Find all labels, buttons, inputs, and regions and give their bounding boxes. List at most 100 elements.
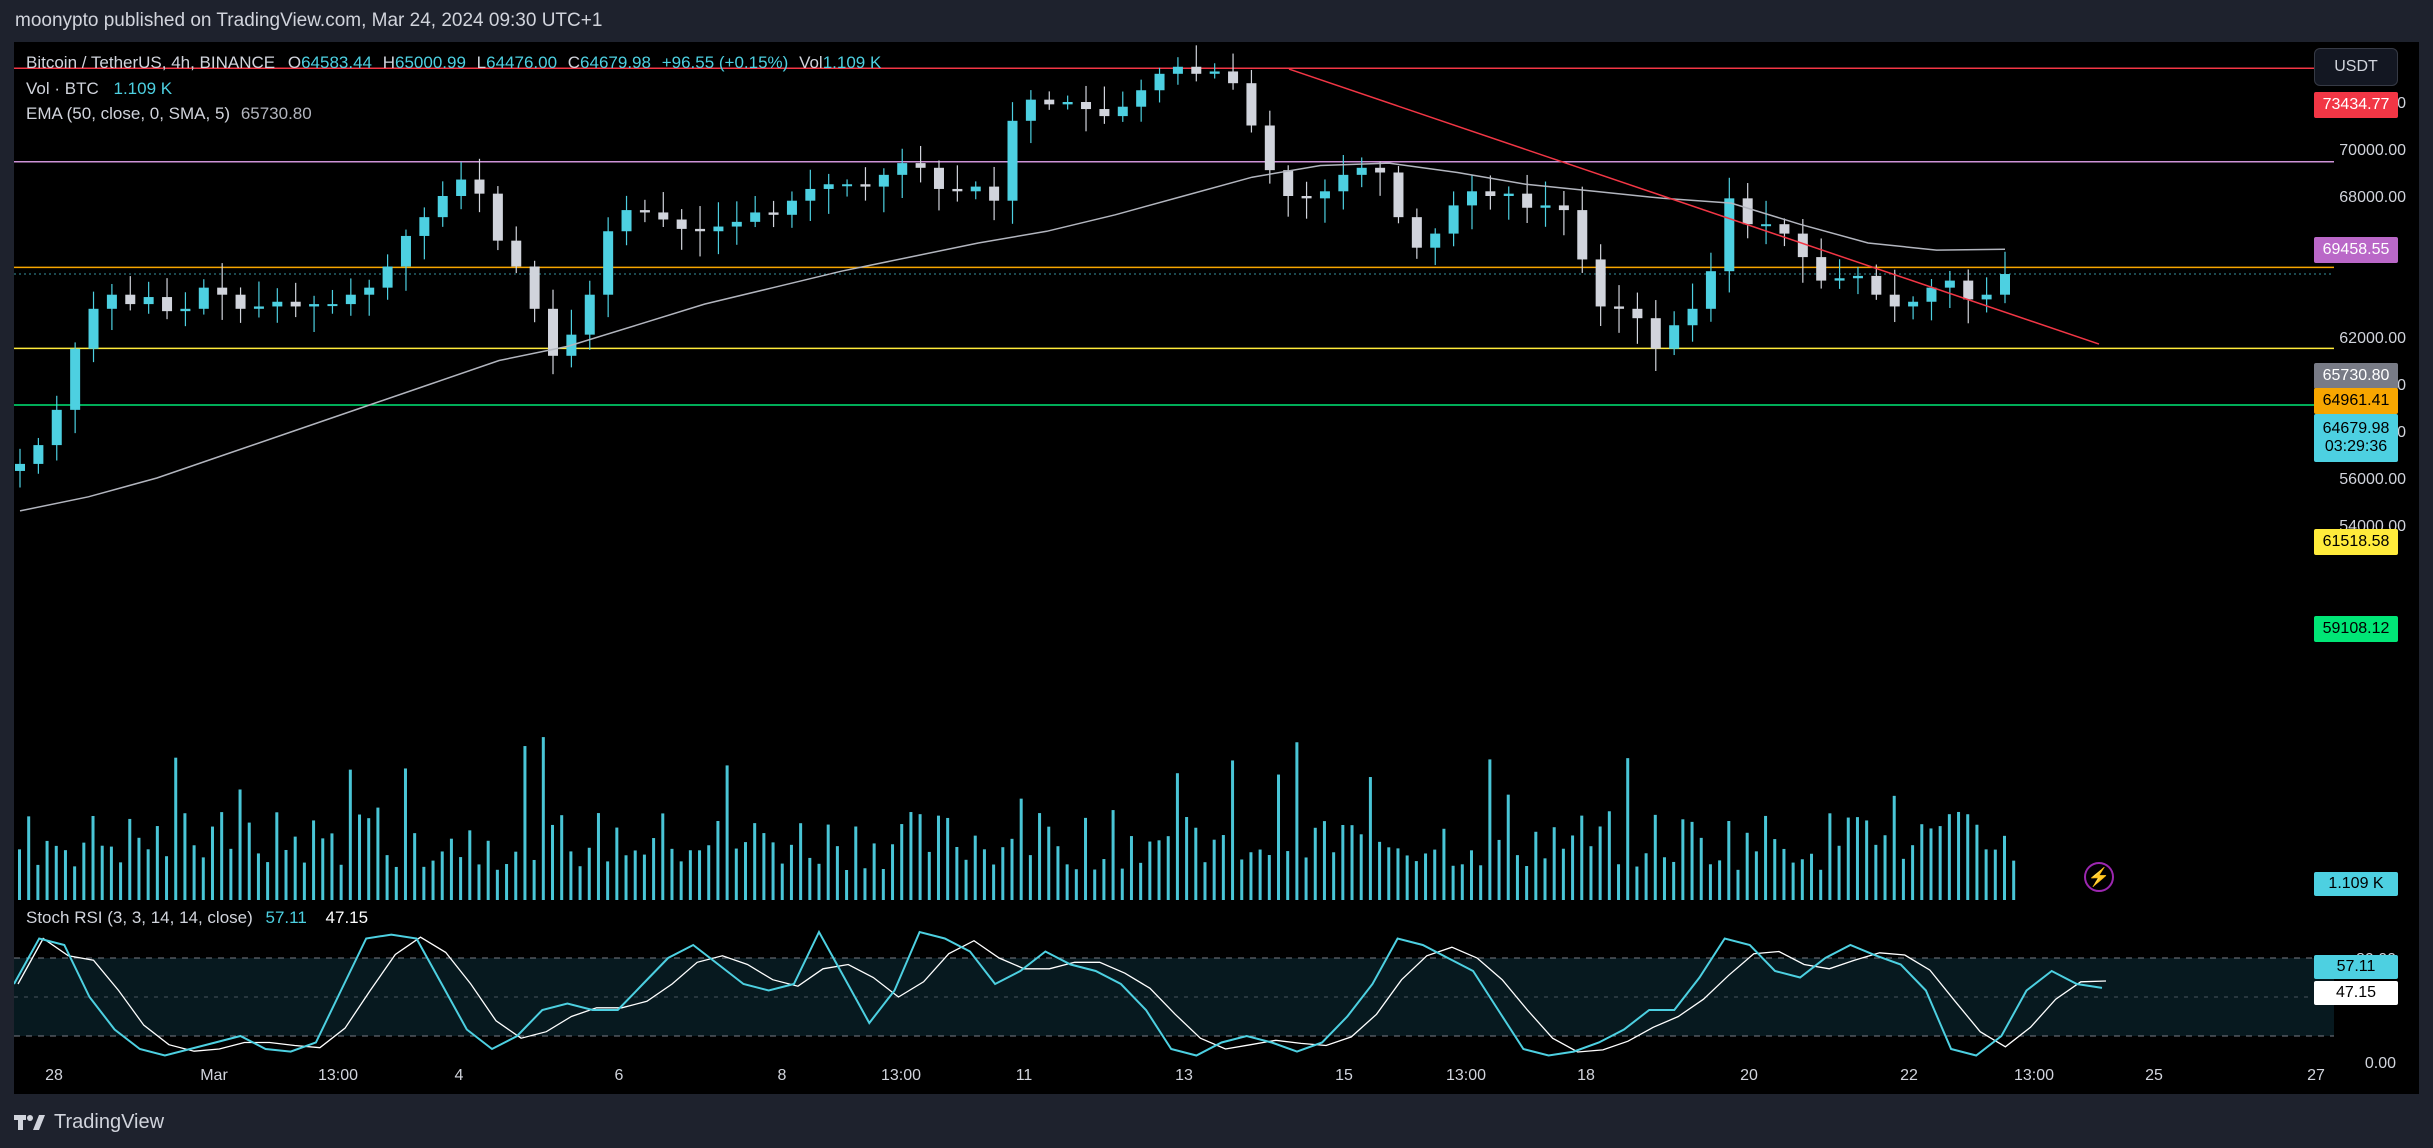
volume-bar: [606, 861, 610, 900]
volume-bar: [1488, 759, 1492, 900]
volume-bar: [128, 818, 132, 900]
volume-bar: [1800, 859, 1804, 900]
volume-bar: [1460, 864, 1464, 900]
volume-bar: [155, 826, 159, 900]
volume-bar: [1607, 811, 1611, 900]
volume-bar: [468, 830, 472, 900]
volume-bar: [495, 869, 499, 900]
volume-bar: [1350, 825, 1354, 900]
chart-canvas[interactable]: 72000.0070000.0068000.0062000.0060000.00…: [14, 42, 2419, 1094]
volume-bar: [183, 813, 187, 900]
candle-body: [400, 235, 411, 267]
volume-bar: [698, 850, 702, 900]
volume-bar: [1313, 827, 1317, 900]
candle-body: [1191, 66, 1202, 74]
volume-bar: [1644, 853, 1648, 900]
candle-body: [125, 294, 136, 305]
footer: TradingView: [14, 1105, 164, 1139]
lightning-bolt-icon[interactable]: ⚡: [2084, 862, 2114, 892]
time-tick-label: 15: [1335, 1067, 1353, 1084]
volume-bar: [385, 855, 389, 900]
volume-bar: [174, 757, 178, 900]
candle-body: [1540, 205, 1551, 208]
volume-bar: [1497, 839, 1501, 900]
time-tick-label: 4: [455, 1067, 464, 1084]
volume-bar: [1561, 848, 1565, 900]
volume-bar: [1387, 847, 1391, 900]
time-tick-label: 18: [1577, 1067, 1595, 1084]
volume-bar: [1975, 824, 1979, 900]
volume-bar: [1764, 815, 1768, 900]
volume-bar: [1175, 773, 1179, 900]
candle-body: [1430, 233, 1441, 248]
volume-bar: [1322, 821, 1326, 900]
volume-bar: [560, 815, 564, 900]
volume-bar: [45, 840, 49, 900]
volume-bar: [146, 849, 150, 900]
candle-body: [1632, 308, 1643, 319]
footer-brand[interactable]: TradingView: [54, 1110, 165, 1133]
candle-body: [713, 226, 724, 232]
volume-bar: [440, 851, 444, 900]
currency-button[interactable]: USDT: [2314, 48, 2398, 86]
volume-bar: [1240, 859, 1244, 900]
candle-body: [345, 294, 356, 305]
volume-bar: [1148, 841, 1152, 900]
volume-bar: [1920, 824, 1924, 900]
volume-bar: [992, 864, 996, 900]
volume-bar: [1010, 838, 1014, 900]
volume-bar: [532, 859, 536, 900]
candle-body: [290, 301, 301, 307]
candle-body: [933, 167, 944, 189]
symbol-name[interactable]: Bitcoin / TetherUS, 4h, BINANCE: [26, 53, 276, 72]
chart-panel[interactable]: 72000.0070000.0068000.0062000.0060000.00…: [14, 42, 2419, 1094]
volume-bar: [1185, 817, 1189, 900]
volume-bar: [210, 826, 214, 900]
volume-bar: [1028, 855, 1032, 900]
volume-bar: [1947, 814, 1951, 900]
volume-bar: [1157, 840, 1161, 900]
volume-bar: [1635, 866, 1639, 900]
volume-bar: [854, 826, 858, 900]
candle-body: [1834, 278, 1845, 281]
volume-bar: [799, 823, 803, 900]
stoch-label[interactable]: Stoch RSI (3, 3, 14, 14, close): [26, 908, 253, 927]
ema-label[interactable]: EMA (50, close, 0, SMA, 5): [26, 104, 231, 123]
volume-bar: [1837, 845, 1841, 900]
candle-body: [309, 304, 320, 307]
candle-body: [15, 463, 25, 471]
volume-bar: [358, 814, 362, 900]
volume-bar: [1653, 814, 1657, 900]
time-tick-label: 6: [615, 1067, 624, 1084]
volume-bar: [789, 844, 793, 900]
candle-body: [253, 306, 264, 309]
price-tick-label: 56000.00: [2339, 471, 2406, 488]
volume-bar: [1056, 846, 1060, 900]
volume-bar: [771, 842, 775, 900]
tag-level-73434: 73434.77: [2314, 92, 2398, 118]
volume-bar: [863, 868, 867, 900]
tag-last-price: 64679.98 03:29:36: [2314, 414, 2398, 462]
open-label: O: [287, 53, 302, 72]
volume-bar: [1571, 835, 1575, 900]
volume-bar: [1580, 815, 1584, 900]
volume-bar: [1249, 852, 1253, 900]
volume-series-label[interactable]: Vol · BTC: [26, 79, 99, 98]
candle-body: [1301, 196, 1312, 199]
volume-bar: [1589, 846, 1593, 900]
time-tick-label: Mar: [200, 1067, 228, 1084]
stoch-k-value: 57.11: [265, 908, 307, 927]
volume-bar: [1212, 839, 1216, 900]
volume-bar: [1194, 827, 1198, 900]
price-tick-label: 68000.00: [2339, 189, 2406, 206]
vol-value: 1.109 K: [822, 53, 882, 72]
volume-bar: [1598, 826, 1602, 900]
volume-bar: [1084, 817, 1088, 900]
candle-body: [1466, 191, 1477, 206]
candle-body: [676, 219, 687, 229]
volume-bar: [587, 847, 591, 900]
volume-bar: [275, 812, 279, 900]
volume-bar: [422, 866, 426, 900]
ema-legend: EMA (50, close, 0, SMA, 5) 65730.80: [26, 104, 312, 124]
candle-body: [1062, 102, 1073, 105]
